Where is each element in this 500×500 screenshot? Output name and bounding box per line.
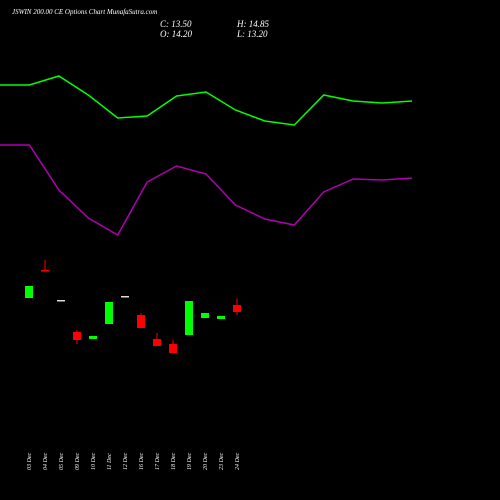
x-tick-label: 16 Dec xyxy=(139,453,145,470)
x-tick-label: 10 Dec xyxy=(91,453,97,470)
candle-body xyxy=(169,344,177,353)
candle-body xyxy=(41,270,49,272)
x-tick-label: 19 Dec xyxy=(187,453,193,470)
candle-body xyxy=(73,332,81,340)
x-tick-label: 11 Dec xyxy=(107,453,113,470)
x-tick-label: 23 Dec xyxy=(219,453,225,470)
x-tick-label: 03 Dec xyxy=(27,453,33,470)
candle-body xyxy=(201,313,209,318)
candle-body xyxy=(121,296,129,298)
candle-body xyxy=(105,302,113,324)
indicator-line xyxy=(0,144,413,237)
x-tick-label: 12 Dec xyxy=(123,453,129,470)
chart-title: JSWIN 200.00 CE Options Chart MunafaSutr… xyxy=(12,8,157,16)
indicator-line xyxy=(0,75,413,126)
x-tick-label: 20 Dec xyxy=(203,453,209,470)
candle-body xyxy=(233,305,241,312)
candle-body xyxy=(185,301,193,335)
x-tick-label: 04 Dec xyxy=(42,453,49,470)
x-tick-label: 09 Dec xyxy=(75,453,81,470)
x-tick-label: 24 Dec xyxy=(234,453,241,470)
candle-body xyxy=(57,300,65,302)
candle-body xyxy=(137,315,145,328)
x-tick-label: 17 Dec xyxy=(155,453,161,470)
x-tick-label: 18 Dec xyxy=(171,453,177,470)
open-label: O: 14.20 xyxy=(160,29,192,39)
candle-body xyxy=(25,286,33,298)
low-label: L: 13.20 xyxy=(236,29,268,39)
close-label: C: 13.50 xyxy=(160,19,192,29)
candle-body xyxy=(217,316,225,319)
x-tick-label: 05 Dec xyxy=(59,453,65,470)
high-label: H: 14.85 xyxy=(236,19,269,29)
candle-body xyxy=(89,336,97,339)
candle-body xyxy=(153,339,161,346)
